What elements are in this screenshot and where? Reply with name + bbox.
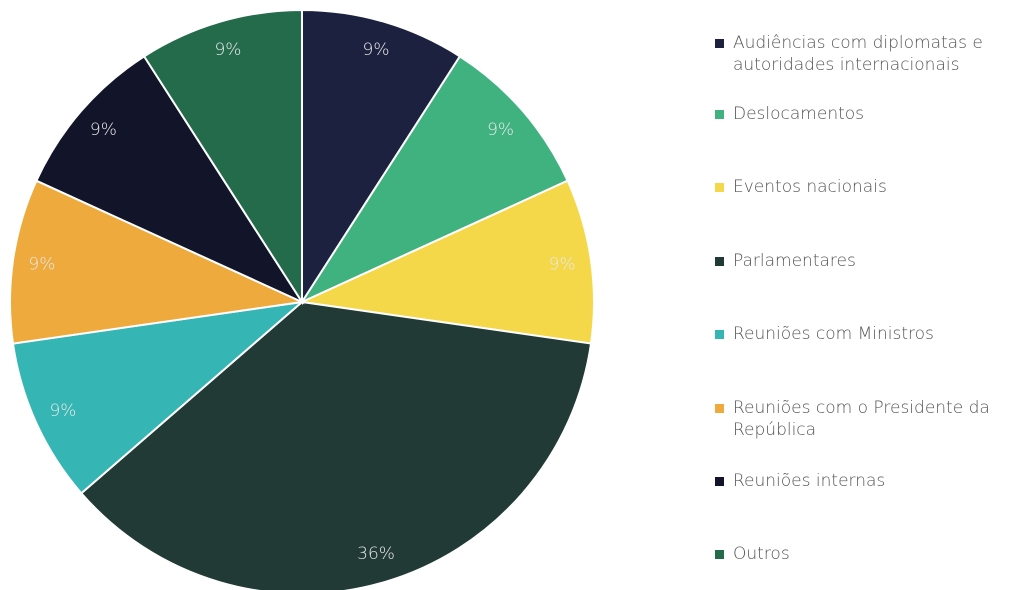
legend-swatch — [715, 330, 724, 339]
pie-slice — [142, 8, 303, 306]
data-label: 9% — [549, 255, 576, 275]
legend-item: Reuniões com o Presidente da República — [715, 397, 1030, 441]
legend-label: Eventos nacionais — [733, 177, 887, 197]
legend-label: Deslocamentos — [733, 104, 865, 124]
data-label: 9% — [49, 401, 76, 421]
legend-swatch — [715, 257, 724, 266]
legend-swatch — [715, 183, 724, 192]
data-label: 9% — [214, 40, 241, 60]
pie-slice — [79, 300, 593, 590]
data-label: 9% — [363, 40, 390, 60]
data-label: 9% — [90, 120, 117, 140]
pie-slice — [11, 300, 306, 495]
legend-item: Outros — [715, 543, 1030, 565]
legend-item: Reuniões internas — [715, 470, 1030, 492]
legend-label: Parlamentares — [733, 251, 856, 271]
legend-item: Reuniões com Ministros — [715, 323, 1030, 345]
legend-swatch — [715, 110, 724, 119]
legend-label: Reuniões com o Presidente da República — [733, 398, 990, 440]
legend-item: Parlamentares — [715, 250, 1030, 272]
data-label: 9% — [487, 120, 514, 140]
legend-swatch — [715, 39, 724, 48]
pie-slice — [301, 8, 462, 306]
legend-item: Deslocamentos — [715, 103, 1030, 125]
pie-slice — [298, 179, 595, 345]
data-label: 9% — [28, 255, 55, 275]
legend-swatch — [715, 477, 724, 486]
pie-slice — [299, 54, 569, 305]
pie-slice — [9, 179, 306, 345]
data-label: 36% — [357, 544, 395, 564]
legend-label: Reuniões internas — [733, 471, 886, 491]
legend-swatch — [715, 550, 724, 559]
legend-item: Eventos nacionais — [715, 176, 1030, 198]
legend-item: Audiências com diplomatas e autoridades … — [715, 32, 1030, 76]
legend-label: Audiências com diplomatas e autoridades … — [733, 33, 983, 75]
pie-slice — [35, 54, 305, 305]
legend-label: Outros — [733, 544, 790, 564]
legend-swatch — [715, 404, 724, 413]
legend-label: Reuniões com Ministros — [733, 324, 934, 344]
